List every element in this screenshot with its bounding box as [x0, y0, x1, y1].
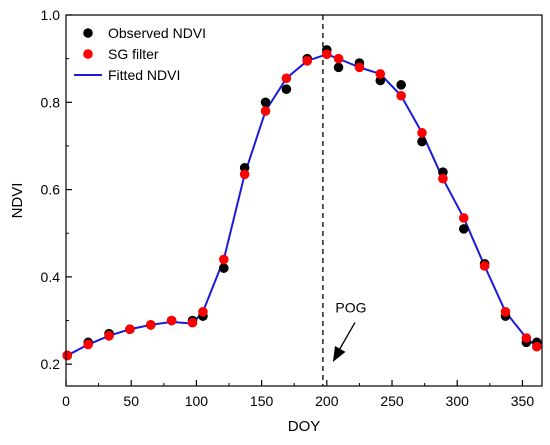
x-tick-label: 200: [315, 393, 339, 409]
sg-filter-point: [438, 173, 448, 184]
x-tick-label: 250: [380, 393, 404, 409]
sg-filter-point: [531, 341, 542, 352]
y-tick-label: 0.2: [41, 356, 61, 372]
y-tick-label: 0.4: [41, 269, 61, 285]
observed-ndvi-point: [260, 97, 271, 108]
y-tick-label: 0.6: [41, 182, 61, 198]
legend-sg-label: SG filter: [108, 46, 159, 62]
x-tick-label: 50: [123, 393, 139, 409]
sg-filter-point: [417, 128, 427, 138]
sg-filter-point: [198, 307, 208, 317]
legend-observed-label: Observed NDVI: [108, 25, 206, 41]
x-tick-label: 0: [62, 393, 70, 409]
sg-filter-point: [479, 261, 490, 271]
sg-filter-point: [302, 56, 313, 66]
sg-filter-point: [218, 254, 229, 265]
sg-filter-point: [104, 331, 114, 341]
y-axis-title: NDVI: [9, 183, 26, 219]
sg-filter-point: [125, 324, 135, 335]
pog-arrow-head: [332, 345, 346, 362]
x-tick-label: 350: [511, 393, 535, 409]
legend-fitted-label: Fitted NDVI: [108, 67, 180, 83]
x-tick-label: 100: [185, 393, 209, 409]
sg-filter-point: [187, 317, 198, 328]
sg-filter-point: [239, 169, 250, 180]
sg-filter-point: [500, 307, 511, 317]
sg-filter-point: [333, 53, 344, 64]
sg-filter-point: [281, 73, 292, 84]
sg-filter-point: [458, 213, 469, 223]
sg-filter-point: [62, 350, 73, 361]
sg-filter-point: [322, 49, 332, 60]
sg-filter-point: [521, 333, 532, 343]
sg-filter-point: [166, 315, 177, 326]
ticks-layer: 0 50 100 150 200 250 300 350 0.2 0.4 0.6 0.8 1.0: [41, 7, 535, 409]
annotation-layer: POG: [332, 299, 367, 362]
legend-observed-marker: [83, 28, 93, 38]
fitted-line-layer: [66, 53, 538, 357]
observed-ndvi-point: [396, 80, 406, 90]
sg-filter-point: [260, 106, 271, 116]
y-tick-label: 0.8: [41, 94, 61, 110]
sg-filter-point: [375, 69, 386, 79]
x-tick-label: 150: [250, 393, 274, 409]
fitted-ndvi-line: [66, 53, 538, 357]
legend-sg-marker: [83, 49, 93, 59]
x-tick-label: 300: [446, 393, 470, 409]
sg-filter-point: [396, 90, 406, 101]
x-axis-title: DOY: [288, 418, 321, 435]
observed-ndvi-point: [333, 62, 344, 73]
plot-frame: [65, 14, 543, 387]
legend: Observed NDVI SG filter Fitted NDVI: [74, 25, 206, 83]
y-tick-label: 1.0: [41, 7, 61, 23]
pog-label: POG: [335, 299, 366, 315]
sg-filter-point: [354, 62, 365, 73]
observed-ndvi-point: [417, 136, 427, 147]
observed-ndvi-point: [281, 84, 292, 94]
observed-ndvi-point: [218, 263, 229, 273]
sg-filter-point: [83, 339, 93, 350]
points-layer: [62, 45, 542, 361]
observed-ndvi-point: [458, 224, 469, 234]
sg-filter-point: [145, 320, 156, 330]
